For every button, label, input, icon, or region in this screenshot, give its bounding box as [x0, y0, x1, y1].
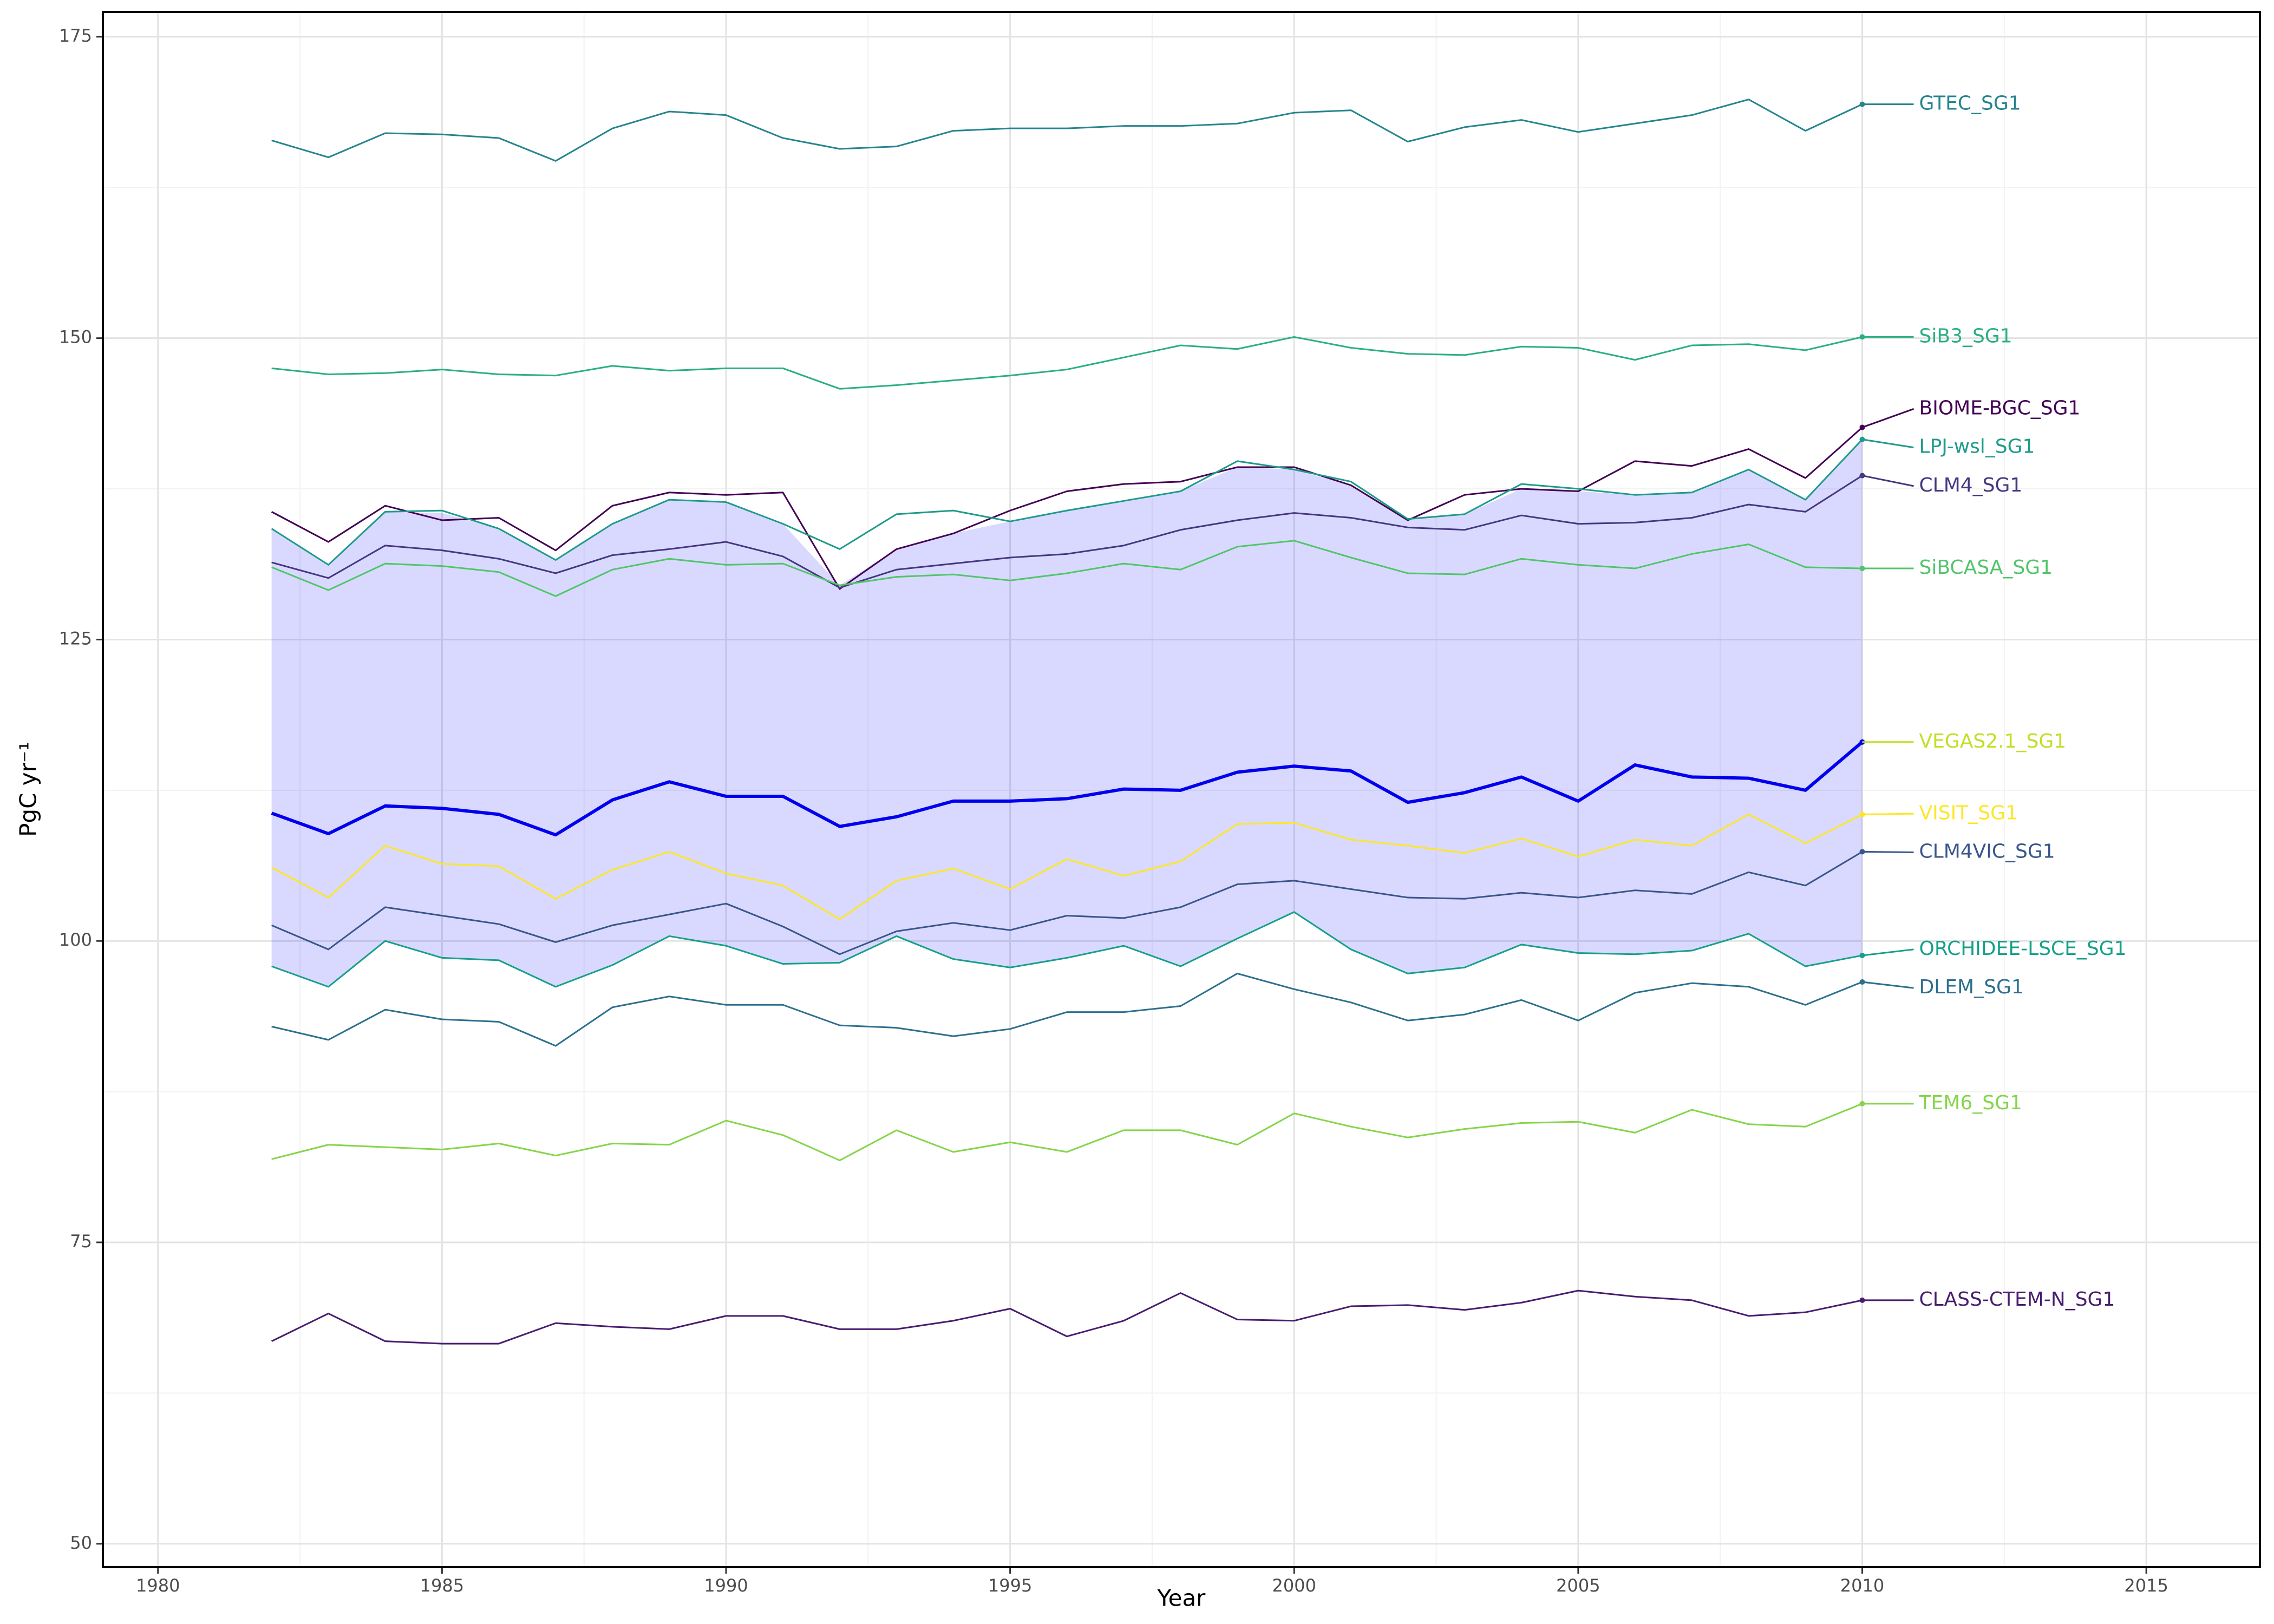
series-line	[271, 336, 1863, 390]
y-tick-label: 150	[59, 327, 92, 348]
label-leader	[1862, 981, 1914, 989]
series-line	[271, 1289, 1863, 1345]
series-line	[271, 972, 1863, 1047]
label-leader	[1862, 475, 1914, 487]
range-band	[271, 439, 1863, 987]
series-line	[271, 741, 1864, 837]
series-label: CLASS-CTEM-N_SG1	[1919, 1288, 2115, 1311]
y-tick-label: 125	[59, 628, 92, 649]
label-leader	[1862, 408, 1914, 428]
x-axis-title: Year	[1157, 1585, 1206, 1612]
series-line	[271, 540, 1863, 597]
x-tick-label: 1980	[136, 1575, 180, 1596]
y-axis-title: PgC yr⁻¹	[15, 742, 42, 837]
y-tick-label: 50	[70, 1533, 92, 1553]
series-label: DLEM_SG1	[1919, 976, 2024, 998]
y-tick-label: 100	[59, 929, 92, 950]
label-leader	[1862, 438, 1914, 449]
series-label: TEM6_SG1	[1919, 1092, 2022, 1114]
series-line	[271, 851, 1863, 955]
series-line	[271, 1103, 1863, 1162]
series-label: ORCHIDEE-LSCE_SG1	[1919, 938, 2127, 960]
x-tick-label: 2005	[1556, 1575, 1600, 1596]
series-line	[271, 911, 1863, 988]
label-leader	[1862, 948, 1914, 957]
series-label: LPJ-wsl_SG1	[1919, 436, 2035, 458]
series-label: CLM4_SG1	[1919, 474, 2023, 496]
x-tick-label: 1985	[420, 1575, 464, 1596]
x-tick-label: 1990	[704, 1575, 748, 1596]
plot-border	[102, 11, 2261, 1568]
x-tick-label: 2010	[1840, 1575, 1884, 1596]
series-label: VEGAS2.1_SG1	[1919, 730, 2067, 752]
series-line	[271, 427, 1863, 590]
x-tick-label: 1995	[988, 1575, 1032, 1596]
series-label: GTEC_SG1	[1919, 93, 2021, 115]
series-label: BIOME-BGC_SG1	[1919, 397, 2081, 419]
series-line	[271, 99, 1863, 162]
series-label: SiB3_SG1	[1919, 325, 2012, 347]
y-tick-label: 75	[70, 1231, 92, 1252]
series-line	[271, 475, 1863, 589]
series-line	[271, 438, 1863, 566]
series-line	[271, 813, 1863, 920]
series-label: CLM4VIC_SG1	[1919, 841, 2055, 863]
y-tick-label: 175	[59, 25, 92, 46]
series-label: SiBCASA_SG1	[1919, 556, 2053, 579]
series-label: VISIT_SG1	[1919, 802, 2018, 824]
x-tick-label: 2000	[1272, 1575, 1316, 1596]
x-tick-label: 2015	[2124, 1575, 2168, 1596]
